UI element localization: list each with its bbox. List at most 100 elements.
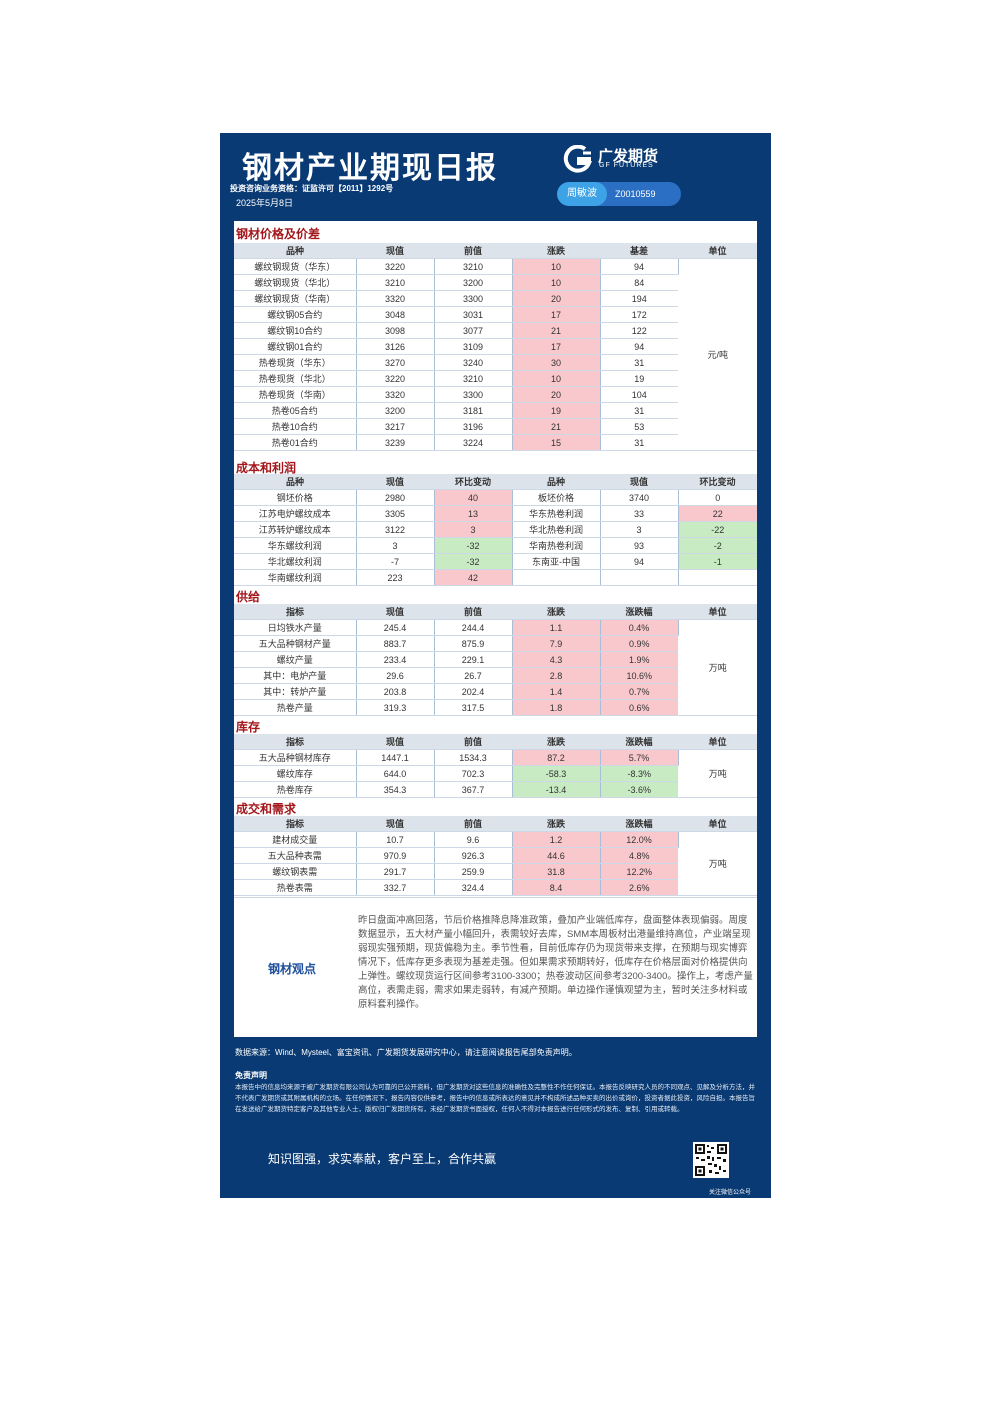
column-header: 单位 bbox=[678, 734, 757, 750]
column-header: 涨跌 bbox=[512, 604, 600, 620]
column-header: 前值 bbox=[434, 604, 512, 620]
table-cell: 94 bbox=[600, 258, 679, 275]
table-cell: 螺纹产量 bbox=[234, 651, 357, 668]
table-cell: 20 bbox=[512, 386, 601, 403]
table-cell: 4.8% bbox=[600, 847, 678, 864]
table-cell: 江苏电炉螺纹成本 bbox=[234, 505, 357, 522]
table-cell: 5.7% bbox=[600, 749, 679, 766]
table-cell: 热卷现货（华北） bbox=[234, 370, 357, 387]
table-cell: 21 bbox=[512, 322, 601, 339]
table-cell: 19 bbox=[512, 402, 601, 419]
table-cell: 其中：转炉产量 bbox=[234, 683, 357, 700]
report-title: 钢材产业期现日报 bbox=[242, 151, 498, 186]
column-header: 环比变动 bbox=[678, 474, 757, 490]
table-cell: 3126 bbox=[356, 338, 435, 355]
table-row: 螺纹产量 233.4 229.1 4.3 1.9% bbox=[234, 651, 757, 668]
license-text: 投资咨询业务资格：证监许可【2011】1292号 bbox=[230, 184, 394, 193]
column-header: 单位 bbox=[678, 243, 757, 259]
table-row: 其中：转炉产量 203.8 202.4 1.4 0.7% bbox=[234, 683, 757, 700]
table-cell: 2980 bbox=[356, 489, 435, 506]
table-cell: 3224 bbox=[434, 434, 513, 451]
table-cell: 江苏转炉螺纹成本 bbox=[234, 521, 357, 538]
table-cell: 3217 bbox=[356, 418, 435, 435]
table-cell: 3220 bbox=[356, 370, 435, 387]
column-header: 现值 bbox=[356, 604, 434, 620]
table-cell: -2 bbox=[678, 537, 757, 554]
column-header: 单位 bbox=[678, 604, 757, 620]
table-cell: 317.5 bbox=[434, 699, 513, 716]
table-cell bbox=[512, 569, 601, 586]
view-text: 昨日盘面冲高回落，节后价格推降息降准政策，叠加产业端低库存，盘面整体表现偏弱。周… bbox=[358, 915, 753, 1010]
table-row: 钢坯价格 2980 40 板坯价格 3740 0 bbox=[234, 489, 757, 506]
table-cell: 其中：电炉产量 bbox=[234, 667, 357, 684]
table-cell: 3 bbox=[434, 521, 513, 538]
table-cell: 202.4 bbox=[434, 683, 513, 700]
table-cell: 1534.3 bbox=[434, 749, 513, 766]
table-cell: 291.7 bbox=[356, 863, 435, 880]
table-cell: 0.9% bbox=[600, 635, 678, 652]
column-header: 前值 bbox=[434, 734, 512, 750]
table-cell: 17 bbox=[512, 306, 601, 323]
table-cell: 970.9 bbox=[356, 847, 435, 864]
cost-table: 品种 现值 环比变动 品种 现值 环比变动 钢坯价格 2980 40 板坯价格 3740 0 江苏电炉… bbox=[234, 474, 757, 586]
table-cell: 1.8 bbox=[512, 699, 601, 716]
table-cell: 12.0% bbox=[600, 831, 679, 848]
disclaimer-text: 本报告中的信息均来源于被广发期货有限公司认为可靠的已公开资料，但广发期货对这些信… bbox=[235, 1084, 755, 1113]
table-cell: 螺纹钢现货（华东） bbox=[234, 258, 357, 275]
table-row: 热卷现货（华东） 3270 3240 30 31 bbox=[234, 354, 757, 371]
table-cell: 354.3 bbox=[356, 781, 435, 798]
table-row: 热卷05合约 3200 3181 19 31 bbox=[234, 402, 757, 419]
column-header: 涨跌幅 bbox=[600, 734, 678, 750]
table-row: 热卷库存 354.3 367.7 -13.4 -3.6% bbox=[234, 781, 757, 798]
table-cell: 螺纹钢10合约 bbox=[234, 322, 357, 339]
table-cell: 热卷现货（华南） bbox=[234, 386, 357, 403]
table-cell: 53 bbox=[600, 418, 678, 435]
column-header: 现值 bbox=[356, 734, 434, 750]
table-row: 螺纹钢现货（华东） 3220 3210 10 94 元/吨 bbox=[234, 258, 757, 451]
table-cell: 367.7 bbox=[434, 781, 513, 798]
table-cell: 10 bbox=[512, 370, 601, 387]
report-date: 2025年5月8日 bbox=[236, 198, 294, 208]
table-cell: 31 bbox=[600, 354, 678, 371]
table-cell: 1.1 bbox=[512, 619, 601, 636]
unit-cell: 万吨 bbox=[678, 831, 757, 896]
table-cell: 3210 bbox=[356, 274, 435, 291]
table-cell: 1447.1 bbox=[356, 749, 435, 766]
inventory-table: 指标 现值 前值 涨跌 涨跌幅 单位 五大品种钢材库存 1447.1 1534.3 87.2 5.… bbox=[234, 734, 757, 798]
table-cell: 螺纹库存 bbox=[234, 765, 357, 782]
table-cell: 233.4 bbox=[356, 651, 435, 668]
analyst-id: Z0010559 bbox=[615, 189, 656, 199]
table-cell: 3305 bbox=[356, 505, 435, 522]
table-cell: 3196 bbox=[434, 418, 513, 435]
table-cell: 3098 bbox=[356, 322, 435, 339]
table-row: 江苏转炉螺纹成本 3122 3 华北热卷利润 3 -22 bbox=[234, 521, 757, 538]
table-cell: 10 bbox=[512, 258, 601, 275]
price-table: 品种 现值 前值 涨跌 基差 单位 螺纹钢现货（华东） 3220 3210 10 94 元/吨 螺纹钢… bbox=[234, 243, 757, 451]
table-cell: 8.4 bbox=[512, 879, 601, 896]
table-cell: 华南热卷利润 bbox=[512, 537, 601, 554]
table-cell: 644.0 bbox=[356, 765, 435, 782]
table-cell: 3031 bbox=[434, 306, 513, 323]
table-cell: 12.2% bbox=[600, 863, 678, 880]
view-section: 钢材观点 昨日盘面冲高回落，节后价格推降息降准政策，叠加产业端低库存，盘面整体表… bbox=[234, 897, 757, 1038]
column-header: 涨跌 bbox=[512, 816, 600, 832]
table-row: 江苏电炉螺纹成本 3305 13 华东热卷利润 33 22 bbox=[234, 505, 757, 522]
column-header: 前值 bbox=[434, 816, 512, 832]
table-cell: 东南亚-中国 bbox=[512, 553, 601, 570]
supply-table: 指标 现值 前值 涨跌 涨跌幅 单位 日均铁水产量 245.4 244.4 1.1 0.4% 万吨五… bbox=[234, 604, 757, 716]
analyst-name: 周敏波 bbox=[557, 182, 607, 206]
table-cell: 194 bbox=[600, 290, 678, 307]
table-cell: 热卷01合约 bbox=[234, 434, 357, 451]
table-cell: 31.8 bbox=[512, 863, 601, 880]
table-cell: -8.3% bbox=[600, 765, 678, 782]
table-row: 热卷现货（华南） 3320 3300 20 104 bbox=[234, 386, 757, 403]
table-cell: 244.4 bbox=[434, 619, 513, 636]
table-cell: 0.4% bbox=[600, 619, 679, 636]
table-cell: 钢坯价格 bbox=[234, 489, 357, 506]
table-cell: 259.9 bbox=[434, 863, 513, 880]
column-header: 现值 bbox=[356, 243, 434, 259]
table-cell: 1.2 bbox=[512, 831, 601, 848]
table-cell: 42 bbox=[434, 569, 513, 586]
disclaimer-title: 免责声明 bbox=[235, 1071, 267, 1080]
table-cell: -3.6% bbox=[600, 781, 678, 798]
